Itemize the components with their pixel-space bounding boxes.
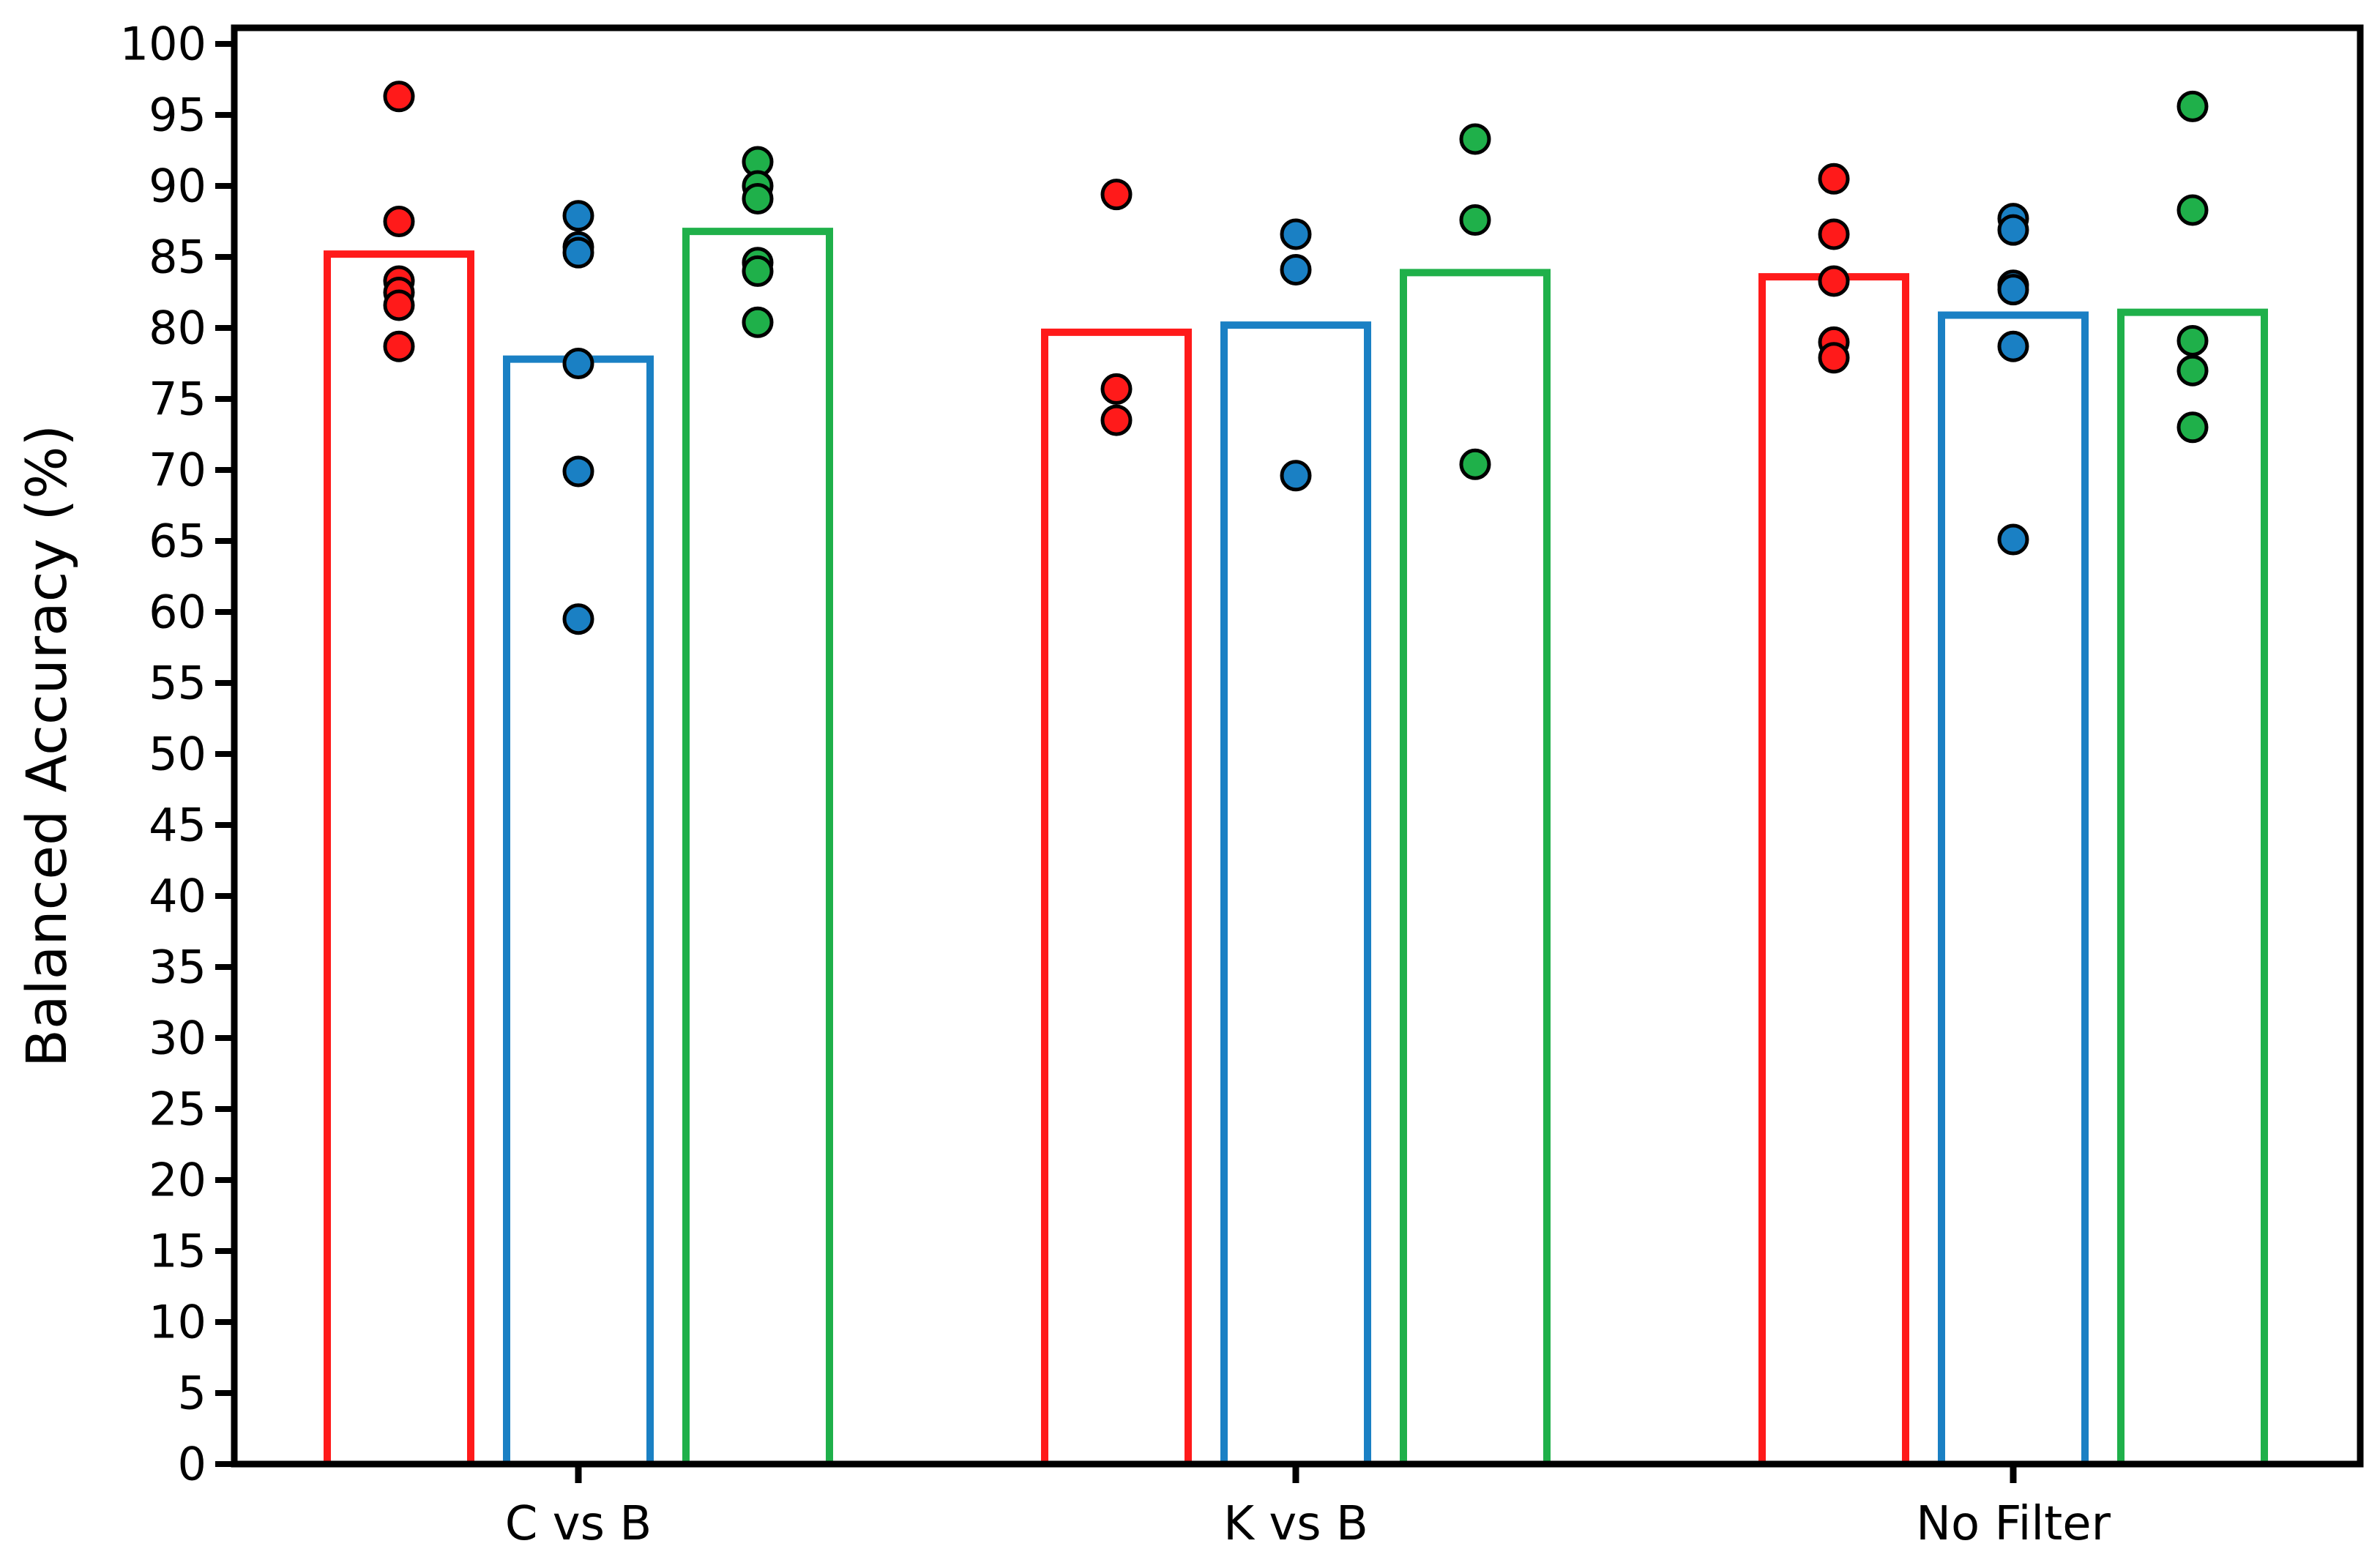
- data-point: [562, 348, 594, 379]
- y-axis: 0 5 10 15 20 25 30 35 40 45 50 55 60 65 70 75 80 85 90 95 10…: [120, 18, 234, 1491]
- bar: [2117, 308, 2268, 1464]
- data-point: [562, 236, 594, 269]
- data-point: [562, 603, 594, 635]
- y-tick-label: 40: [149, 870, 206, 923]
- data-point: [742, 306, 774, 338]
- data-point: [562, 200, 594, 232]
- bar: [1758, 273, 1909, 1464]
- data-point: [1100, 404, 1133, 436]
- data-point: [383, 206, 415, 237]
- points-layer: [383, 81, 2209, 635]
- bar: [1220, 321, 1371, 1464]
- bar: [503, 355, 654, 1464]
- bar: [1938, 311, 2089, 1464]
- y-tick-label: 0: [178, 1438, 206, 1491]
- data-point: [1459, 204, 1491, 236]
- data-point: [2176, 411, 2209, 444]
- y-tick-label: 60: [149, 586, 206, 639]
- y-tick-label: 75: [149, 373, 206, 426]
- x-tick-label: K vs B: [1223, 1497, 1368, 1551]
- data-point: [1818, 265, 1850, 297]
- bar: [1400, 269, 1551, 1464]
- x-tick-label: C vs B: [505, 1497, 652, 1551]
- y-tick-label: 95: [149, 89, 206, 142]
- data-point: [2176, 194, 2209, 226]
- y-tick-label: 35: [149, 941, 206, 994]
- data-point: [2176, 324, 2209, 356]
- data-point: [2176, 90, 2209, 122]
- y-tick-label: 65: [149, 515, 206, 568]
- data-point: [1997, 523, 2029, 556]
- y-tick-label: 90: [149, 160, 206, 213]
- data-point: [1818, 218, 1850, 250]
- y-tick-label: 20: [149, 1154, 206, 1207]
- y-tick-label: 70: [149, 444, 206, 497]
- y-tick-label: 15: [149, 1225, 206, 1278]
- data-point: [742, 255, 774, 287]
- y-tick-label: 45: [149, 799, 206, 852]
- data-point: [1280, 218, 1312, 250]
- data-point: [1280, 460, 1312, 492]
- y-tick-label: 30: [149, 1012, 206, 1065]
- x-axis: C vs B K vs B No Filter: [505, 1464, 2111, 1551]
- y-tick-label: 55: [149, 657, 206, 710]
- data-point: [742, 182, 774, 214]
- data-point: [1818, 342, 1850, 374]
- data-point: [1280, 253, 1312, 285]
- bar: [324, 250, 474, 1464]
- data-point: [383, 330, 415, 362]
- data-point: [562, 455, 594, 488]
- data-point: [1100, 373, 1133, 405]
- bar: [682, 228, 833, 1464]
- bars-layer: [324, 228, 2268, 1464]
- bar: [1041, 328, 1192, 1464]
- y-tick-label: 50: [149, 728, 206, 781]
- x-tick-label: No Filter: [1916, 1497, 2111, 1551]
- data-point: [383, 289, 415, 321]
- y-tick-label: 25: [149, 1083, 206, 1136]
- y-tick-label: 100: [120, 18, 206, 71]
- y-tick-label: 85: [149, 231, 206, 284]
- data-point: [1459, 123, 1491, 155]
- data-point: [1997, 274, 2029, 306]
- data-point: [1997, 330, 2029, 362]
- y-tick-label: 5: [178, 1367, 206, 1420]
- data-point: [1100, 179, 1133, 211]
- data-point: [1459, 448, 1491, 480]
- data-point: [383, 81, 415, 113]
- y-tick-label: 80: [149, 302, 206, 355]
- y-tick-label: 10: [149, 1296, 206, 1349]
- data-point: [1997, 214, 2029, 246]
- data-point: [2176, 354, 2209, 387]
- data-point: [1818, 163, 1850, 195]
- y-axis-title: Balanced Accuracy (%): [14, 425, 79, 1067]
